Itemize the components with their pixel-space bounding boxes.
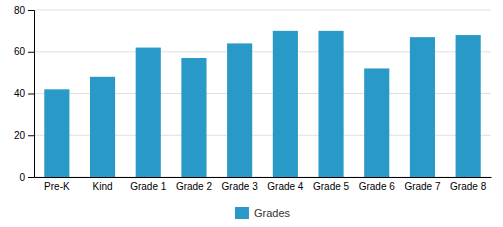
x-axis-line	[35, 177, 492, 178]
bar	[318, 31, 343, 177]
y-tick-label: 60	[14, 46, 26, 57]
legend: Grades	[235, 207, 291, 219]
x-tick-label: Grade 1	[130, 181, 167, 192]
x-axis: Pre-K Kind Grade 1 Grade 2 Grade 3 Grade 4 Gra…	[35, 177, 492, 192]
y-tick-label: 0	[19, 172, 25, 183]
bar	[90, 77, 115, 177]
chart: 0 20 40 60 80 Pre-K Kind Grade 1 Grade 2 Grade 3 G…	[0, 0, 503, 227]
y-tick-mark	[28, 135, 34, 136]
x-tick: Grade 2	[176, 177, 213, 192]
bar	[364, 68, 389, 177]
x-tick-label: Pre-K	[44, 181, 70, 192]
x-tick-label: Grade 5	[313, 181, 350, 192]
x-tick: Grade 1	[130, 177, 167, 192]
y-tick-label: 20	[14, 130, 26, 141]
y-tick: 40	[14, 88, 34, 99]
y-tick-mark	[28, 177, 34, 178]
bar	[273, 31, 298, 177]
y-tick-label: 40	[14, 88, 26, 99]
x-tick-label: Grade 4	[267, 181, 304, 192]
bar	[227, 43, 252, 177]
y-tick: 80	[14, 5, 34, 16]
bar	[456, 35, 481, 177]
x-tick-label: Grade 6	[359, 181, 396, 192]
x-tick: Grade 6	[359, 177, 396, 192]
bars	[44, 31, 480, 177]
x-tick: Grade 7	[404, 177, 441, 192]
x-tick-label: Kind	[93, 181, 113, 192]
x-tick: Grade 8	[450, 177, 487, 192]
y-tick: 60	[14, 46, 34, 57]
x-tick: Kind	[93, 177, 113, 192]
bar	[181, 58, 206, 177]
bar-series	[44, 31, 480, 177]
x-tick: Grade 3	[222, 177, 259, 192]
y-tick-mark	[28, 52, 34, 53]
x-tick-label: Grade 2	[176, 181, 213, 192]
legend-swatch	[235, 207, 249, 219]
x-tick: Grade 5	[313, 177, 350, 192]
legend-item: Grades	[235, 207, 291, 219]
legend-label: Grades	[254, 207, 291, 219]
y-tick: 0	[19, 172, 34, 183]
y-tick-mark	[28, 94, 34, 95]
grid	[34, 10, 491, 177]
plot: 0 20 40 60 80 Pre-K Kind Grade 1 Grade 2 Grade 3 G…	[14, 5, 492, 192]
x-tick: Pre-K	[44, 177, 70, 192]
grid-line	[34, 10, 491, 11]
x-tick-label: Grade 8	[450, 181, 487, 192]
y-axis-line	[28, 11, 35, 178]
x-tick-label: Grade 3	[222, 181, 259, 192]
y-tick: 20	[14, 130, 34, 141]
y-axis: 0 20 40 60 80	[14, 5, 35, 183]
y-tick-mark	[28, 10, 34, 11]
bar	[410, 37, 435, 177]
y-tick-label: 80	[14, 5, 26, 16]
bar	[44, 89, 69, 177]
bar	[136, 48, 161, 177]
x-tick: Grade 4	[267, 177, 304, 192]
x-tick-label: Grade 7	[404, 181, 441, 192]
